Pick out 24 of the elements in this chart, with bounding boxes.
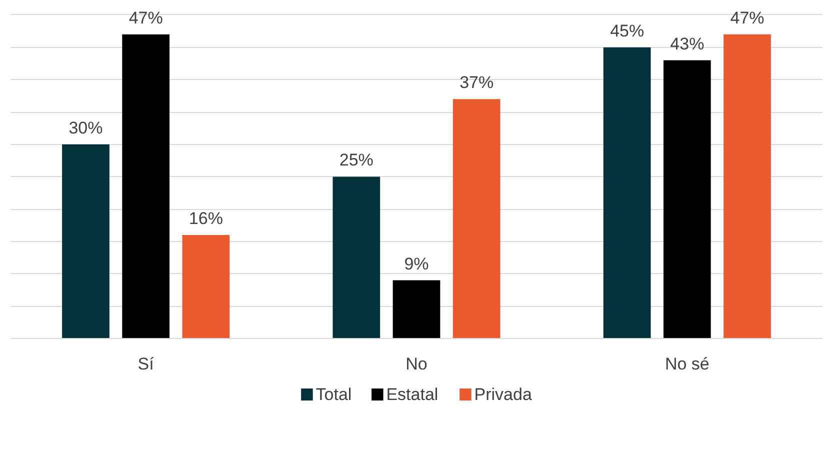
bar xyxy=(122,34,170,338)
x-tick-label: Sí xyxy=(138,354,154,374)
data-label: 30% xyxy=(68,118,103,138)
legend-label: Privada xyxy=(474,385,532,404)
data-label: 37% xyxy=(460,73,494,92)
bar xyxy=(452,99,500,338)
legend-label: Estatal xyxy=(386,385,438,404)
data-label: 47% xyxy=(730,8,764,28)
data-label: 43% xyxy=(670,34,704,54)
data-label: 45% xyxy=(610,21,644,40)
bar xyxy=(663,60,711,338)
bar xyxy=(392,280,440,338)
data-label: 47% xyxy=(128,8,163,28)
data-label: 9% xyxy=(404,254,429,274)
data-label: 16% xyxy=(188,208,223,228)
bar xyxy=(603,47,651,338)
legend-label: Total xyxy=(316,385,352,404)
x-tick-label: No sé xyxy=(664,354,710,374)
data-label: 25% xyxy=(339,150,374,170)
bar xyxy=(62,144,110,338)
bar xyxy=(724,34,771,338)
bar xyxy=(182,234,230,338)
bar xyxy=(332,176,380,338)
x-tick-label: No xyxy=(406,354,428,374)
